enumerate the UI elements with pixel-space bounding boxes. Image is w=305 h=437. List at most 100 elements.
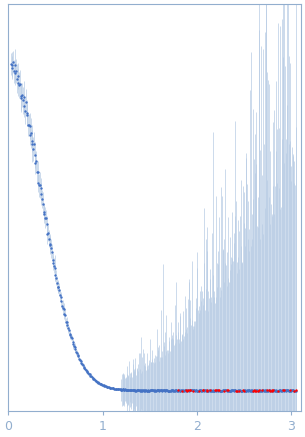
Point: [191, 387, 196, 394]
Point: [148, 387, 153, 394]
Point: [109, 385, 113, 392]
Point: [273, 387, 278, 394]
Point: [54, 274, 59, 281]
Point: [31, 145, 36, 152]
Point: [32, 152, 37, 159]
Point: [208, 387, 213, 394]
Point: [128, 386, 133, 393]
Point: [77, 357, 82, 364]
Point: [31, 141, 36, 148]
Point: [285, 387, 290, 394]
Point: [217, 387, 221, 394]
Point: [176, 387, 181, 394]
Point: [134, 387, 138, 394]
Point: [249, 387, 254, 394]
Point: [132, 386, 137, 393]
Point: [224, 387, 228, 394]
Point: [55, 280, 59, 287]
Point: [57, 286, 62, 293]
Point: [48, 245, 53, 252]
Point: [166, 387, 171, 394]
Point: [203, 387, 208, 394]
Point: [269, 387, 274, 394]
Point: [283, 387, 288, 394]
Point: [26, 121, 31, 128]
Point: [227, 387, 232, 394]
Point: [92, 376, 96, 383]
Point: [133, 387, 138, 394]
Point: [194, 387, 199, 394]
Point: [246, 387, 251, 394]
Point: [266, 387, 271, 394]
Point: [262, 388, 267, 395]
Point: [180, 387, 185, 394]
Point: [78, 358, 83, 365]
Point: [96, 379, 101, 386]
Point: [143, 387, 148, 394]
Point: [216, 387, 221, 394]
Point: [128, 387, 133, 394]
Point: [189, 387, 194, 394]
Point: [58, 294, 63, 301]
Point: [223, 386, 228, 393]
Point: [19, 94, 24, 101]
Point: [228, 387, 232, 394]
Point: [242, 387, 246, 394]
Point: [23, 108, 27, 114]
Point: [241, 387, 246, 394]
Point: [18, 93, 23, 100]
Point: [132, 387, 137, 394]
Point: [60, 302, 65, 309]
Point: [159, 387, 163, 394]
Point: [112, 385, 117, 392]
Point: [13, 62, 18, 69]
Point: [61, 305, 66, 312]
Point: [199, 387, 203, 394]
Point: [115, 385, 120, 392]
Point: [155, 387, 160, 394]
Point: [215, 387, 220, 394]
Point: [234, 387, 239, 394]
Point: [243, 387, 248, 394]
Point: [148, 387, 152, 394]
Point: [79, 360, 84, 367]
Point: [226, 387, 231, 394]
Point: [177, 387, 182, 394]
Point: [9, 64, 14, 71]
Point: [152, 387, 156, 394]
Point: [249, 387, 253, 394]
Point: [137, 387, 142, 394]
Point: [90, 375, 95, 382]
Point: [214, 387, 218, 394]
Point: [158, 387, 163, 394]
Point: [230, 387, 235, 394]
Point: [253, 387, 258, 394]
Point: [176, 387, 181, 394]
Point: [25, 112, 30, 119]
Point: [164, 387, 169, 394]
Point: [156, 387, 161, 394]
Point: [251, 387, 256, 394]
Point: [37, 182, 41, 189]
Point: [270, 387, 274, 394]
Point: [138, 387, 143, 394]
Point: [106, 384, 110, 391]
Point: [142, 387, 147, 394]
Point: [136, 387, 141, 394]
Point: [240, 387, 245, 394]
Point: [124, 387, 129, 394]
Point: [139, 387, 144, 394]
Point: [228, 387, 233, 394]
Point: [171, 387, 176, 394]
Point: [34, 157, 39, 164]
Point: [137, 387, 142, 394]
Point: [163, 387, 168, 394]
Point: [225, 387, 230, 394]
Point: [89, 373, 94, 380]
Point: [89, 374, 94, 381]
Point: [169, 387, 174, 394]
Point: [12, 69, 17, 76]
Point: [149, 387, 154, 394]
Point: [192, 387, 197, 394]
Point: [69, 335, 74, 342]
